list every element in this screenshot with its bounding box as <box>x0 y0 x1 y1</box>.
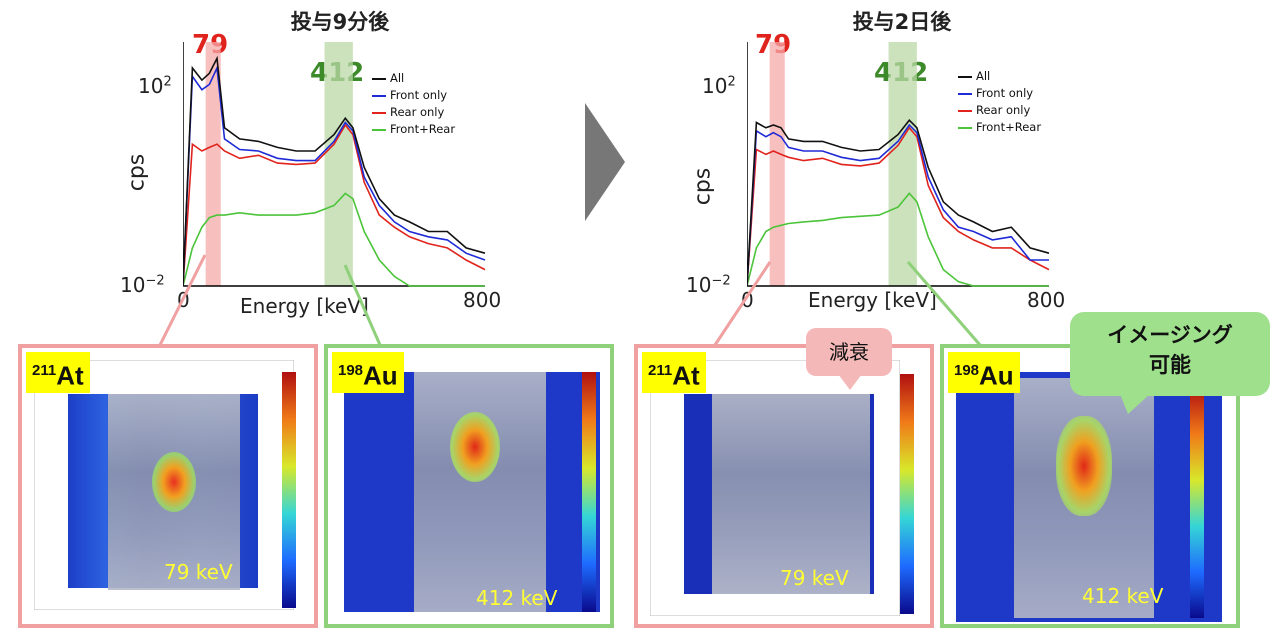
spectrum-chart-left <box>183 42 486 287</box>
mouse-photo <box>414 372 546 612</box>
energy-label: 412 keV <box>476 586 558 610</box>
hotspot <box>450 412 500 482</box>
series-line-rear-only <box>183 123 486 287</box>
legend-item-rear: Rear only <box>372 104 455 121</box>
isotope-badge: 211At <box>26 352 90 393</box>
axes-frame <box>747 42 1049 287</box>
spectrum-chart-right <box>747 42 1050 287</box>
callout-imaging-tail <box>1120 394 1150 414</box>
y-tick-top-right: 102 <box>702 74 736 98</box>
colorbar <box>1190 388 1204 618</box>
legend-item-both: Front+Rear <box>372 121 455 138</box>
image-panel-au-left: 198Au 412 keV <box>324 344 614 628</box>
legend-left: All Front only Rear only Front+Rear <box>372 70 455 138</box>
image-panel-at-left: 211At 79 keV <box>18 344 318 628</box>
series-line-front-only <box>747 123 1049 287</box>
series-line-all <box>747 118 1050 287</box>
peak-band-412 <box>888 42 917 286</box>
y-tick-top-left: 102 <box>138 74 172 98</box>
hotspot <box>1056 416 1112 516</box>
image-panel-at-right: 211At 79 keV <box>634 344 934 628</box>
x-tick-max-right: 800 <box>1027 288 1066 312</box>
axes-frame <box>183 42 485 287</box>
x-axis-label-right: Energy [keV] <box>808 288 937 312</box>
legend-item-front: Front only <box>372 87 455 104</box>
callout-imaging-line1: イメージング <box>1107 323 1233 347</box>
isotope-badge: 211At <box>642 352 706 393</box>
energy-label: 79 keV <box>164 560 233 584</box>
series-line-front-rear <box>183 192 485 287</box>
mouse-photo <box>712 394 870 594</box>
isotope-badge: 198Au <box>948 352 1020 393</box>
colorbar <box>900 374 914 614</box>
series-line-front-only <box>183 65 486 287</box>
legend-item-all: All <box>958 68 1041 85</box>
chart-title-right: 投与2日後 <box>852 10 952 34</box>
x-axis-label-left: Energy [keV] <box>240 294 369 318</box>
callout-decay-tail <box>838 374 862 390</box>
legend-item-both: Front+Rear <box>958 119 1041 136</box>
series-line-rear-only <box>747 126 1050 287</box>
energy-label: 412 keV <box>1082 584 1164 608</box>
chart-title-left: 投与9分後 <box>290 10 390 34</box>
legend-item-all: All <box>372 70 455 87</box>
peak-band-79 <box>205 42 221 286</box>
series-line-front-rear <box>747 192 1049 287</box>
series-line-all <box>183 55 486 287</box>
colorbar <box>282 372 296 608</box>
arrow-right-icon <box>585 103 625 221</box>
y-tick-bottom-left: 10−2 <box>120 273 165 297</box>
energy-label: 79 keV <box>780 566 849 590</box>
callout-imaging-line2: 可能 <box>1149 353 1191 377</box>
legend-right: All Front only Rear only Front+Rear <box>958 68 1041 136</box>
legend-item-rear: Rear only <box>958 102 1041 119</box>
legend-item-front: Front only <box>958 85 1041 102</box>
callout-decay: 減衰 <box>806 328 892 376</box>
x-tick-max-left: 800 <box>463 288 502 312</box>
y-tick-bottom-right: 10−2 <box>686 273 731 297</box>
peak-band-412 <box>324 42 353 286</box>
colorbar <box>582 372 596 612</box>
callout-imaging: イメージング 可能 <box>1070 312 1270 396</box>
hotspot <box>152 452 196 512</box>
isotope-badge: 198Au <box>332 352 404 393</box>
